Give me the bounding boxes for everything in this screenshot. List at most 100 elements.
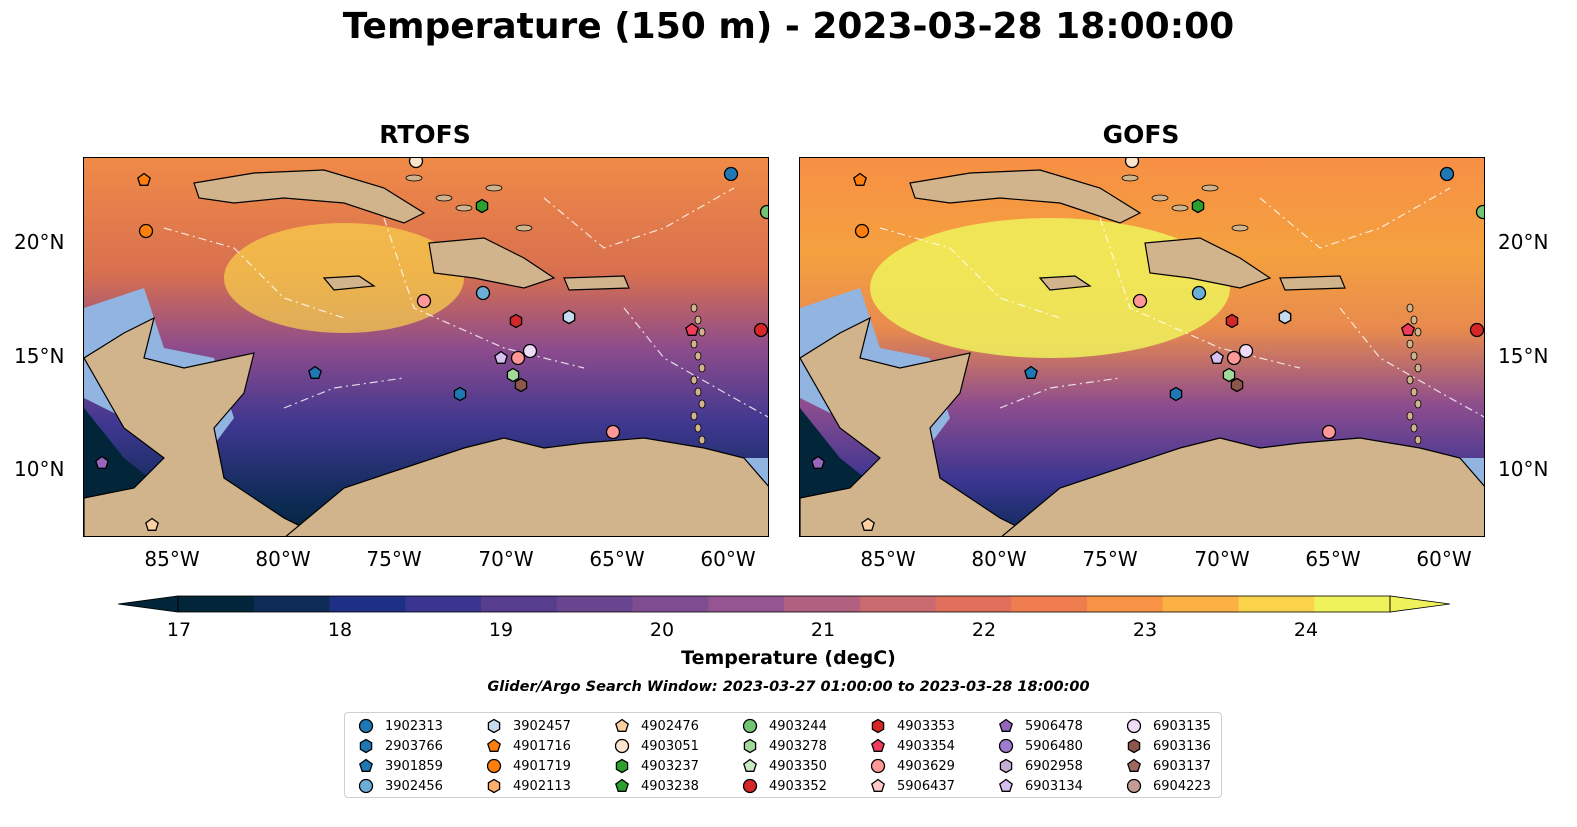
float-marker [1469, 322, 1484, 338]
colorbar-segment [405, 596, 482, 612]
lon-label-70w: 70°W [478, 547, 534, 571]
legend-item: 6904223 [1125, 776, 1211, 796]
float-marker [562, 309, 576, 325]
island-land [405, 174, 423, 182]
island-land [698, 435, 706, 445]
island-land [690, 303, 698, 313]
pentagon-marker-icon [871, 738, 885, 752]
legend-item: 4903244 [741, 716, 827, 736]
hexagon-marker [999, 758, 1013, 774]
colorbar-segment [1314, 596, 1391, 612]
legend-label: 4903629 [897, 758, 955, 774]
float-marker [1132, 293, 1148, 309]
float-marker [861, 517, 875, 531]
island-land [1414, 399, 1422, 409]
island-land [1414, 435, 1422, 445]
legend-item: 4903051 [613, 736, 699, 756]
legend-label: 6903136 [1153, 738, 1211, 754]
jamaica-land [1038, 275, 1092, 291]
lon-label-60w: 60°W [1416, 547, 1472, 571]
colorbar-segment [935, 596, 1012, 612]
legend-label: 4903278 [769, 738, 827, 754]
hexagon-marker-icon [615, 758, 629, 774]
circle-marker-icon [358, 778, 374, 794]
circle-marker [742, 778, 758, 794]
legend-label: 5906480 [1025, 738, 1083, 754]
colorbar-segment [859, 596, 936, 612]
lon-label-60w: 60°W [700, 547, 756, 571]
pentagon-marker [359, 758, 373, 772]
float-marker [1024, 365, 1038, 379]
float-marker [514, 377, 528, 393]
hexagon-marker-icon [743, 738, 757, 754]
legend-label: 4903051 [641, 738, 699, 754]
circle-marker [614, 738, 630, 754]
legend-label: 5906437 [897, 778, 955, 794]
float-marker [137, 172, 151, 186]
hexagon-marker-icon [359, 738, 373, 754]
island-land [1406, 303, 1414, 313]
legend-item: 4903352 [741, 776, 827, 796]
circle-marker [486, 758, 502, 774]
hexagon-marker [743, 738, 757, 754]
island-land [698, 327, 706, 337]
float-marker [506, 367, 520, 383]
island-land [1171, 204, 1189, 212]
circle-marker-icon [870, 758, 886, 774]
hexagon-marker-icon [871, 718, 885, 734]
float-marker [509, 313, 523, 329]
legend-label: 6903137 [1153, 758, 1211, 774]
legend-item: 4903353 [869, 716, 955, 736]
rtofs-map [83, 157, 769, 537]
legend-label: 3902456 [385, 778, 443, 794]
legend-label: 1902313 [385, 718, 443, 734]
pentagon-marker-icon [871, 778, 885, 792]
float-marker [853, 172, 867, 186]
island-land [1410, 387, 1418, 397]
float-marker [453, 386, 467, 402]
float-marker [522, 343, 538, 359]
circle-marker [358, 778, 374, 794]
island-land [1406, 411, 1414, 421]
legend-label: 5906478 [1025, 718, 1083, 734]
island-land [698, 363, 706, 373]
legend-item: 6903135 [1125, 716, 1211, 736]
pentagon-marker-icon [359, 758, 373, 772]
island-land [690, 411, 698, 421]
pentagon-marker-icon [999, 718, 1013, 732]
lon-label-80w: 80°W [971, 547, 1027, 571]
circle-marker-icon [1126, 718, 1142, 734]
lon-label-70w: 70°W [1194, 547, 1250, 571]
hexagon-marker [615, 758, 629, 774]
legend-label: 4903237 [641, 758, 699, 774]
float-marker [811, 455, 825, 469]
pentagon-marker-icon [487, 738, 501, 752]
legend-label: 4903352 [769, 778, 827, 794]
island-land [1414, 363, 1422, 373]
legend-item: 1902313 [357, 716, 443, 736]
hexagon-marker-icon [1127, 738, 1141, 754]
pentagon-marker-icon [615, 718, 629, 732]
colorbar-tick: 19 [488, 619, 514, 641]
lat-label-10n-left: 10°N [14, 457, 65, 481]
float-marker [510, 350, 526, 366]
float-marker [475, 285, 491, 301]
hexagon-marker-icon [487, 718, 501, 734]
legend-item: 4903278 [741, 736, 827, 756]
legend-item: 5906478 [997, 716, 1083, 736]
cuba-land [909, 169, 1142, 224]
lon-label-75w: 75°W [1082, 547, 1138, 571]
circle-marker-icon [1126, 778, 1142, 794]
lon-label-65w: 65°W [589, 547, 645, 571]
float-marker [1191, 198, 1205, 214]
lon-label-65w: 65°W [1305, 547, 1361, 571]
circle-marker-icon [998, 738, 1014, 754]
float-marker [1439, 166, 1455, 182]
colorbar-segment [481, 596, 558, 612]
hexagon-marker-icon [487, 778, 501, 794]
search-window-text: Glider/Argo Search Window: 2023-03-27 01… [487, 679, 1090, 695]
lat-label-15n-left: 15°N [14, 344, 65, 368]
central-america-land [800, 316, 1038, 536]
circle-marker-icon [742, 778, 758, 794]
legend-item: 4903354 [869, 736, 955, 756]
